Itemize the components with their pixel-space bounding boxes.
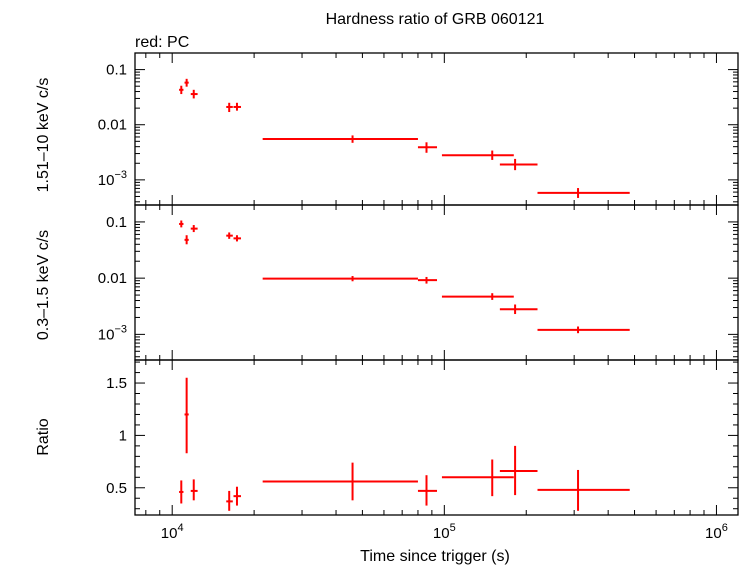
panels-group: 0.1 0.01 10−3 1.51–10 keV c/s 0.1 0.01 10−3 0.3… xyxy=(35,52,739,542)
data-point-soft-9 xyxy=(537,326,630,334)
data-point-ratio-7 xyxy=(441,459,514,497)
x-tick-label: 105 xyxy=(433,522,456,542)
data-point-hard-5 xyxy=(262,135,418,143)
data-point-soft-4 xyxy=(233,235,242,242)
data-point-ratio-1 xyxy=(184,377,189,454)
data-point-ratio-6 xyxy=(417,475,438,506)
data-point-soft-7 xyxy=(441,293,514,300)
x-tick-label: 106 xyxy=(705,522,728,542)
data-point-soft-5 xyxy=(262,276,418,282)
y-tick-label: 0.01 xyxy=(98,117,127,134)
data-point-hard-4 xyxy=(233,102,242,111)
data-point-soft-8 xyxy=(499,304,538,315)
data-point-soft-6 xyxy=(417,276,438,284)
data-point-hard-1 xyxy=(184,78,189,87)
data-point-soft-2 xyxy=(190,225,198,233)
data-point-ratio-3 xyxy=(226,490,233,511)
panel-frame-soft xyxy=(134,204,739,361)
panel-frame-ratio xyxy=(134,359,739,516)
y-tick-label: 1 xyxy=(119,427,127,444)
data-point-hard-0 xyxy=(179,85,184,95)
y-tick-label: 0.5 xyxy=(106,480,127,497)
panel-soft: 0.1 0.01 10−3 0.3–1.5 keV c/s xyxy=(35,204,739,361)
x-tick-label: 104 xyxy=(161,522,184,542)
data-point-soft-1 xyxy=(184,235,189,245)
data-point-ratio-5 xyxy=(262,462,418,501)
x-axis-label: Time since trigger (s) xyxy=(360,548,510,565)
panel-hard: 0.1 0.01 10−3 1.51–10 keV c/s xyxy=(35,52,739,206)
data-point-hard-6 xyxy=(417,142,438,153)
data-point-hard-3 xyxy=(226,102,233,113)
y-axis-label-soft: 0.3–1.5 keV c/s xyxy=(35,230,52,340)
data-point-soft-3 xyxy=(226,232,233,239)
data-point-hard-7 xyxy=(441,150,514,160)
panel-ratio: 0.5 1 1.5 Ratio xyxy=(35,359,739,516)
data-point-ratio-4 xyxy=(233,486,242,506)
y-tick-label: 0.1 xyxy=(106,214,127,231)
y-axis-label-ratio: Ratio xyxy=(35,418,52,455)
chart-title: Hardness ratio of GRB 060121 xyxy=(326,11,545,28)
y-tick-label: 0.01 xyxy=(98,270,127,287)
data-point-hard-8 xyxy=(499,158,538,171)
data-point-hard-9 xyxy=(537,188,630,198)
y-tick-label: 10−3 xyxy=(98,169,127,189)
chart-subtitle: red: PC xyxy=(135,34,189,51)
panel-frame-hard xyxy=(134,52,739,206)
y-tick-label: 10−3 xyxy=(98,323,127,343)
data-point-ratio-8 xyxy=(499,445,538,496)
y-tick-label: 1.5 xyxy=(106,375,127,392)
data-point-hard-2 xyxy=(190,89,198,99)
data-point-ratio-2 xyxy=(190,479,198,501)
y-axis-label-hard: 1.51–10 keV c/s xyxy=(35,78,52,193)
data-point-ratio-0 xyxy=(179,480,184,504)
data-point-soft-0 xyxy=(179,220,184,228)
data-point-ratio-9 xyxy=(537,469,630,511)
y-tick-label: 0.1 xyxy=(106,62,127,79)
